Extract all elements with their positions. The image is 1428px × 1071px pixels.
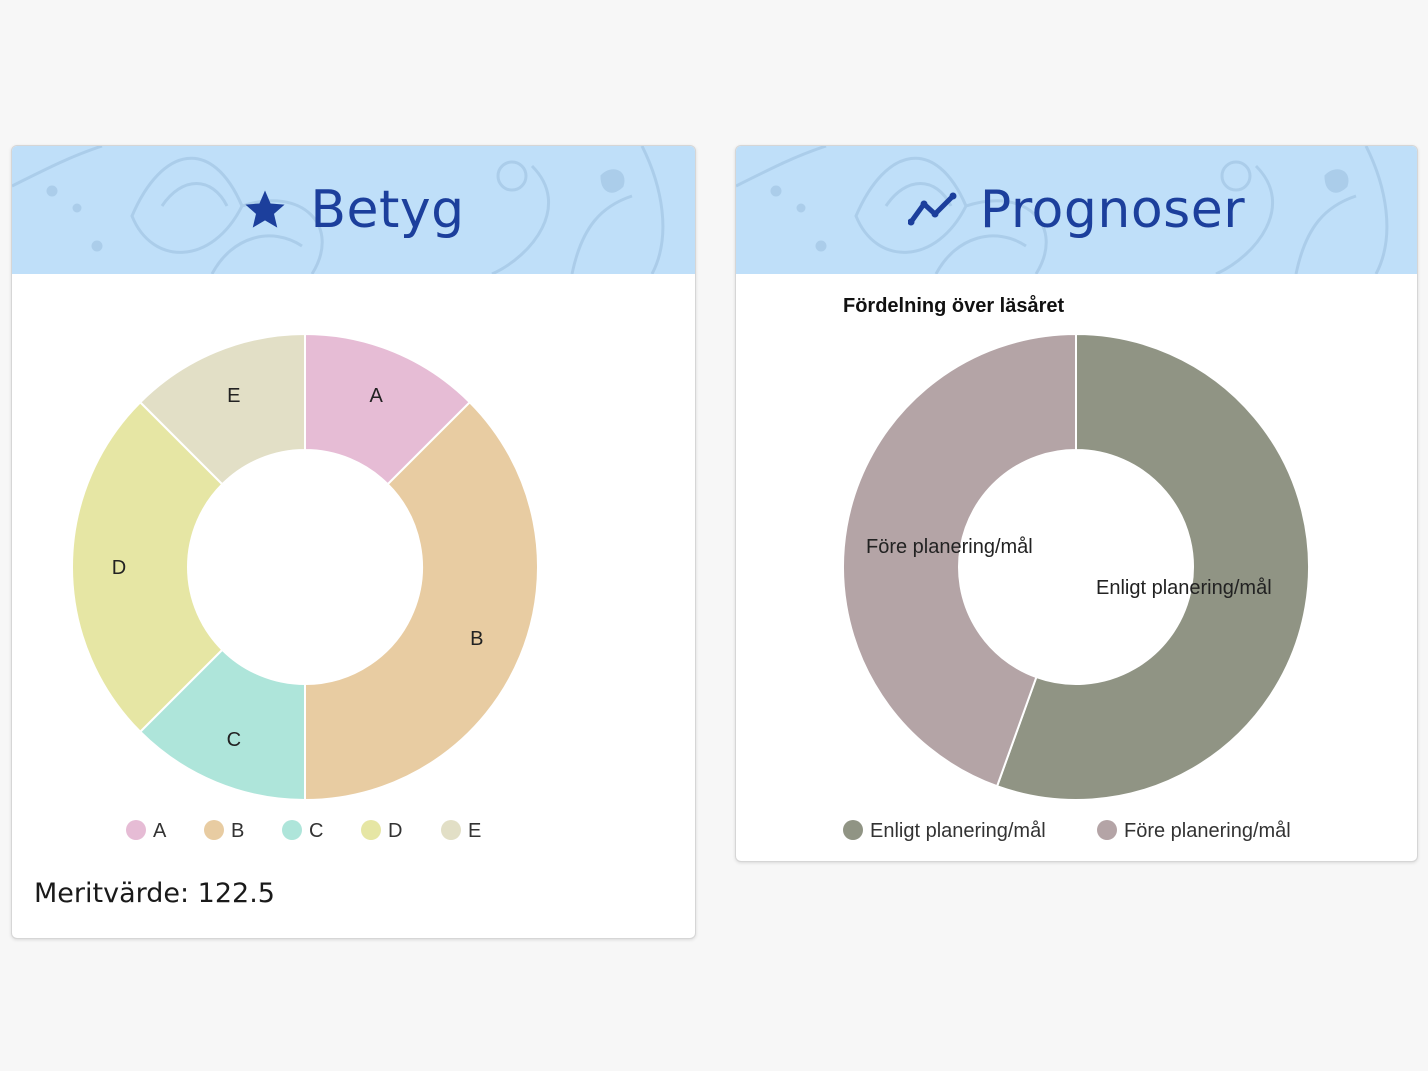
grade-slice-e[interactable] [138,332,306,486]
betyg-card-header: Betyg [12,146,695,274]
grade-slice-label-c: C [227,729,241,751]
grade-legend-label-c: C [309,820,323,842]
grade-donut-chart: A B C D E A B C D E [71,332,539,842]
prognoser-card: Prognoser Fördelning över läsåret Enligt … [735,145,1418,862]
grade-slice-label-e: E [227,385,240,407]
forecast-slice-f-re-planering-m-l[interactable] [842,332,1077,788]
grade-legend-swatch-e [441,820,461,840]
grade-legend-label-e: E [468,820,481,842]
grade-legend-label-b: B [231,820,244,842]
prognoser-title: Prognoser [979,180,1246,240]
forecast-legend-swatch-f-re-planering-m-l [1097,820,1117,840]
grade-legend-item-c[interactable]: C [282,820,323,842]
grade-slice-b[interactable] [304,400,539,802]
grade-legend-swatch-d [361,820,381,840]
grade-legend-swatch-a [126,820,146,840]
forecast-donut-chart: Fördelning över läsåret Enligt planering/… [842,294,1310,842]
betyg-card: Betyg A B C D E A B C D E Meritvärde: 122.5 [11,145,696,939]
grade-legend-item-d[interactable]: D [361,820,402,842]
forecast-legend-label-f-re-planering-m-l: Före planering/mål [1124,820,1291,842]
grade-legend-label-a: A [153,820,167,842]
forecast-legend-swatch-enligt-planering-m-l [843,820,863,840]
floral-pattern-decoration [736,146,1389,274]
grade-legend-item-b[interactable]: B [204,820,244,842]
grade-slice-label-d: D [112,557,126,579]
grade-legend-item-a[interactable]: A [126,820,167,842]
forecast-chart-title: Fördelning över läsåret [843,294,1065,317]
grade-legend-item-e[interactable]: E [441,820,481,842]
grade-legend-swatch-b [204,820,224,840]
forecast-slice-label-enligt-planering-m-l: Enligt planering/mål [1096,577,1272,599]
grade-legend-swatch-c [282,820,302,840]
grade-legend-label-d: D [388,820,402,842]
star-icon [245,190,285,228]
forecast-slice-label-f-re-planering-m-l: Före planering/mål [866,536,1033,558]
betyg-title: Betyg [310,180,465,240]
trend-line-icon [907,192,957,226]
forecast-legend-item-f-re-planering-m-l[interactable]: Före planering/mål [1097,820,1291,842]
forecast-legend-label-enligt-planering-m-l: Enligt planering/mål [870,820,1046,842]
forecast-legend-item-enligt-planering-m-l[interactable]: Enligt planering/mål [843,820,1046,842]
prognoser-card-header: Prognoser [736,146,1417,274]
forecast-slice-enligt-planering-m-l[interactable] [995,332,1310,801]
merit-value: Meritvärde: 122.5 [34,878,275,909]
grade-slice-d[interactable] [71,400,224,734]
grade-slice-label-a: A [370,385,384,407]
floral-pattern-decoration [12,146,665,274]
grade-slice-label-b: B [470,628,483,650]
